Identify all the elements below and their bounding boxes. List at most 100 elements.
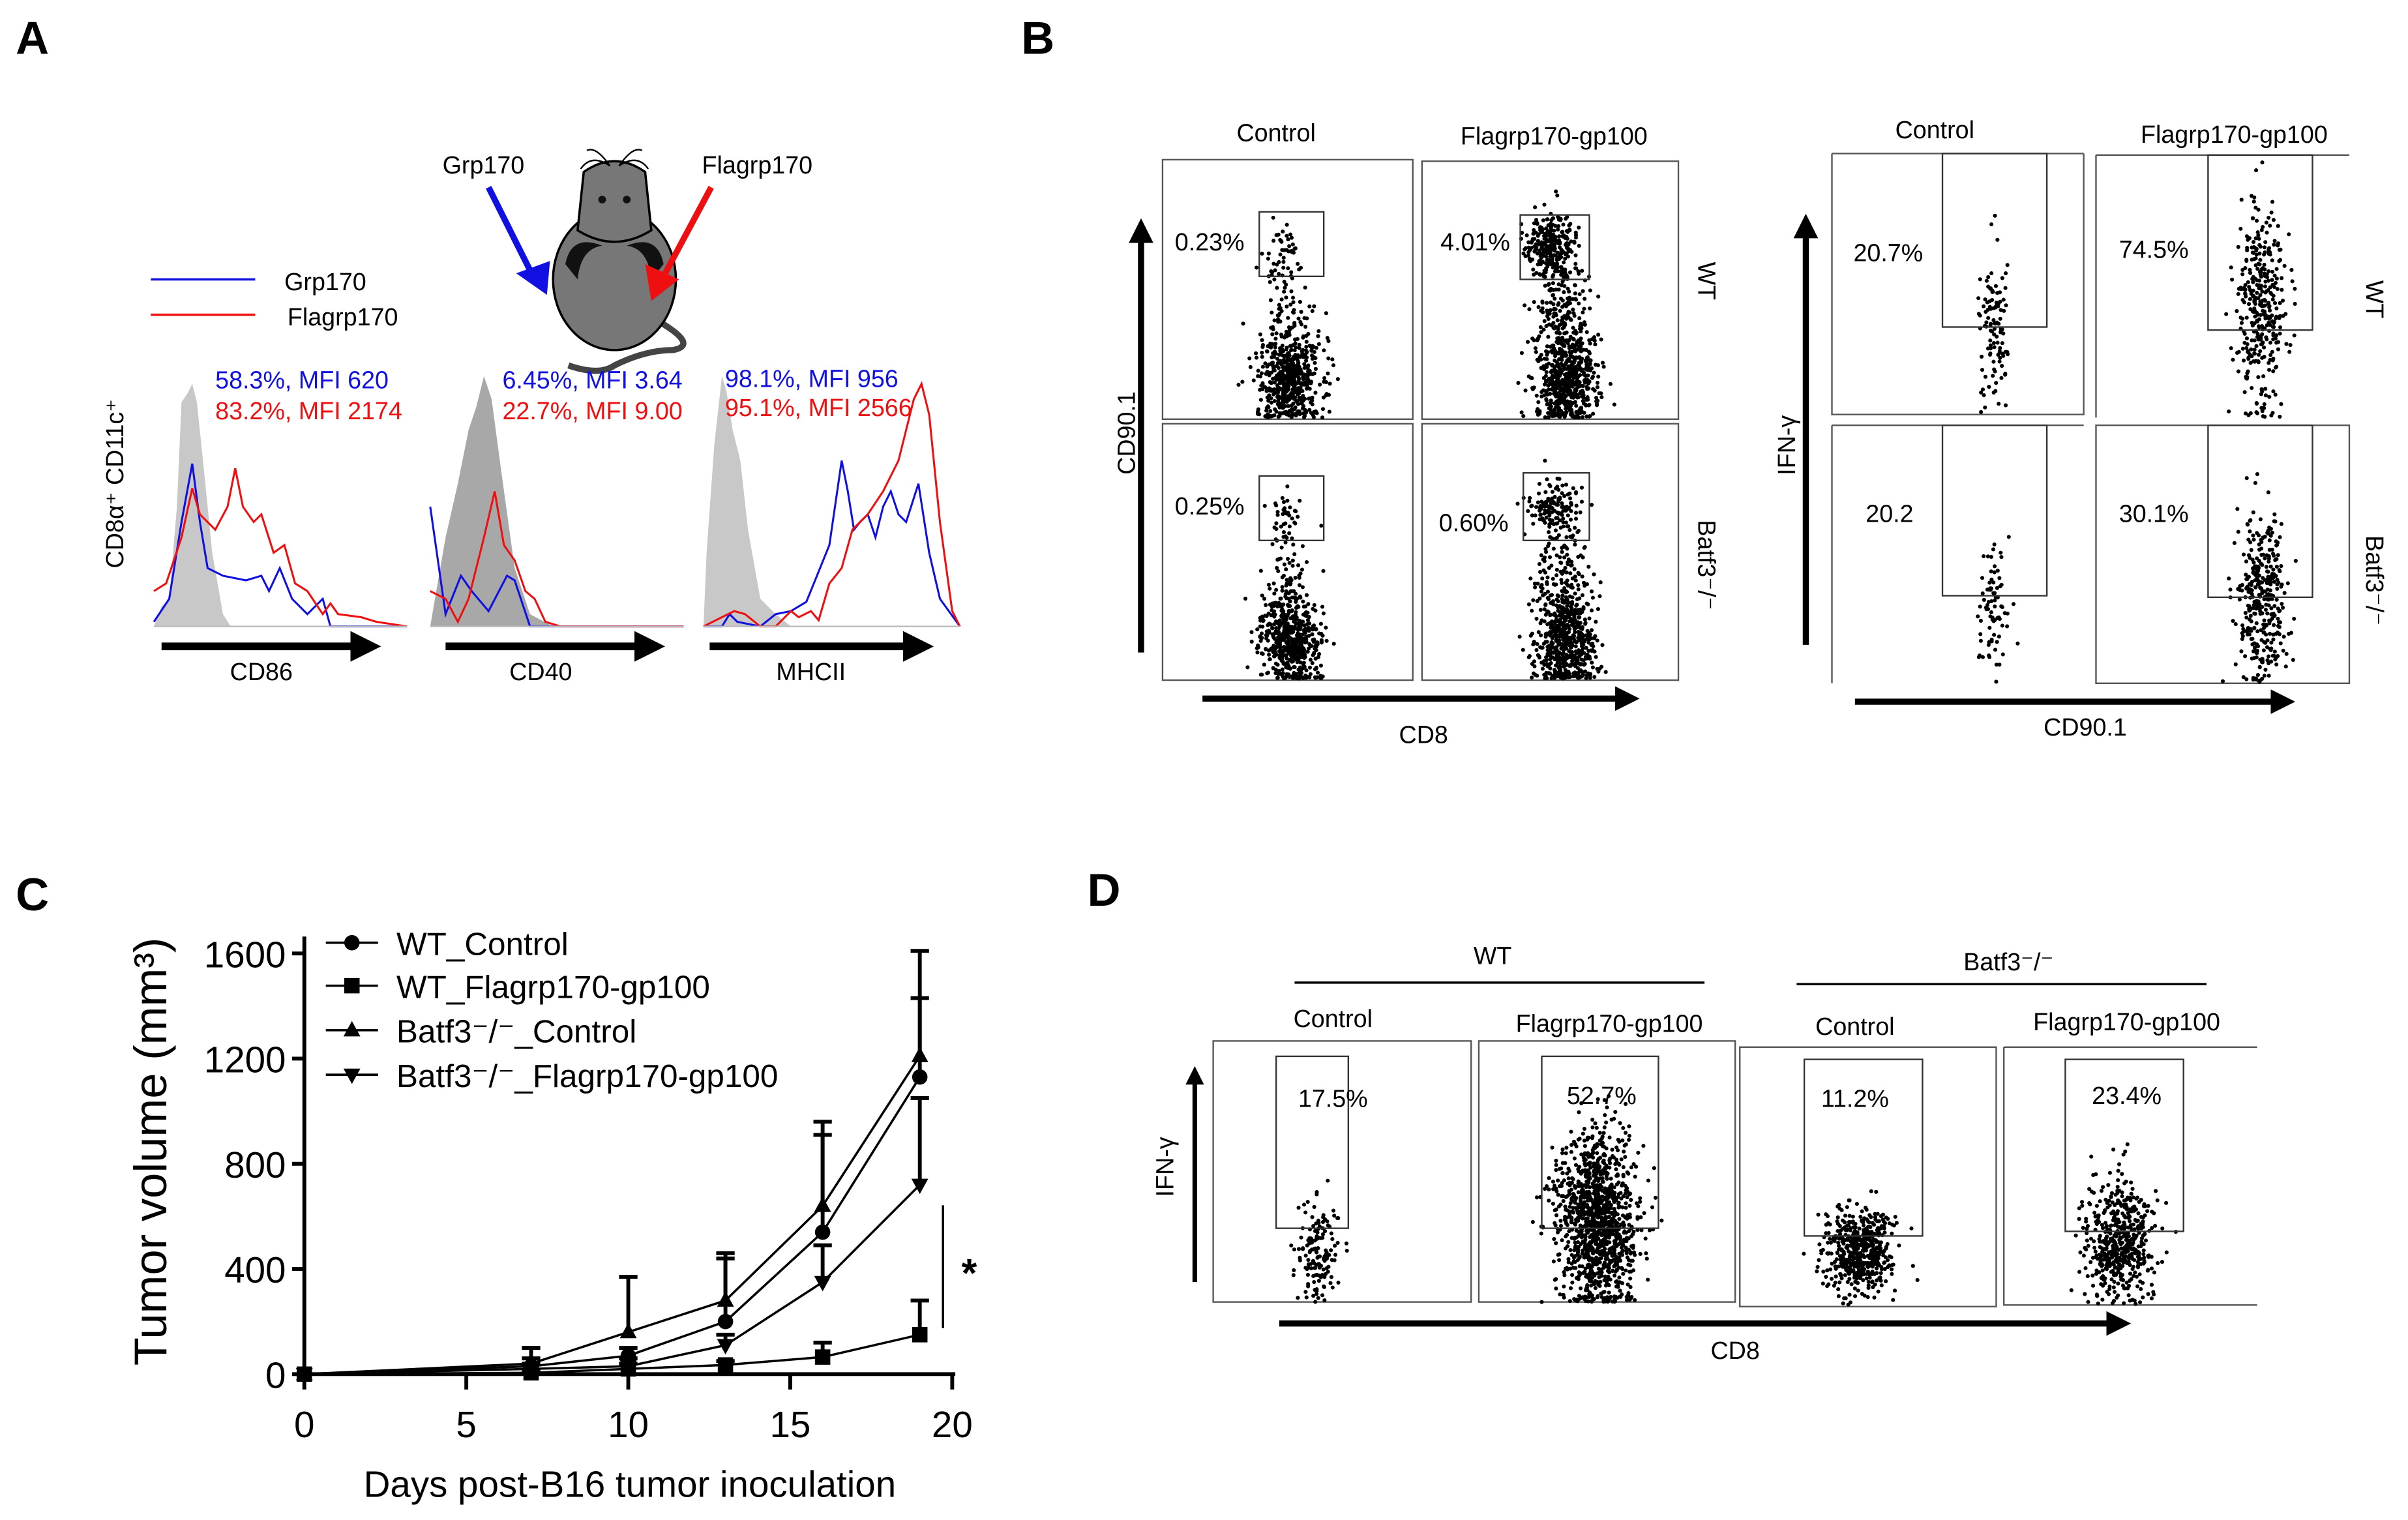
- event-dot: [1566, 230, 1570, 234]
- event-dot: [1292, 396, 1296, 401]
- event-dot: [1560, 580, 1564, 586]
- event-dot: [2270, 551, 2276, 556]
- event-dot: [1555, 484, 1560, 489]
- event-dot: [2227, 576, 2231, 581]
- event-dot: [1545, 632, 1549, 636]
- event-dot: [1290, 563, 1295, 568]
- event-dot: [2269, 659, 2274, 664]
- event-dot: [1612, 1116, 1616, 1121]
- data-point-triangle-up: [343, 1021, 361, 1037]
- event-dot: [1304, 668, 1309, 673]
- event-dot: [1577, 596, 1582, 601]
- event-dot: [1566, 623, 1571, 629]
- event-dot: [2220, 679, 2225, 683]
- event-dot: [1553, 307, 1558, 312]
- event-dot: [1553, 372, 1558, 377]
- event-dot: [1312, 304, 1316, 308]
- event-dot: [2005, 263, 2010, 267]
- event-dot: [1547, 483, 1552, 487]
- event-dot: [1995, 335, 1999, 339]
- event-dot: [2250, 320, 2254, 325]
- event-dot: [1558, 605, 1563, 610]
- event-dot: [2269, 640, 2274, 645]
- event-dot: [1312, 1261, 1316, 1266]
- series-line: [304, 1055, 921, 1376]
- event-dot: [1564, 580, 1568, 585]
- event-dot: [2284, 651, 2289, 656]
- event-dot: [1307, 387, 1312, 391]
- event-dot: [1580, 574, 1584, 579]
- event-dot: [1284, 567, 1288, 572]
- event-dot: [2278, 569, 2282, 574]
- event-dot: [1573, 511, 1579, 515]
- event-dot: [1560, 335, 1565, 340]
- event-dot: [1318, 676, 1323, 681]
- event-dot: [1600, 1176, 1605, 1180]
- event-dot: [2003, 372, 2008, 376]
- isotype-fill: [703, 376, 792, 627]
- data-point-circle: [814, 1224, 831, 1240]
- event-dot: [1285, 656, 1289, 661]
- event-dot: [1595, 666, 1599, 671]
- event-dot: [1559, 283, 1564, 288]
- event-dot: [1551, 500, 1556, 505]
- event-dot: [1573, 644, 1578, 649]
- group-label-wt: WT: [1474, 942, 1512, 970]
- event-dot: [1581, 289, 1585, 293]
- x-tick-label: 0: [294, 1404, 314, 1445]
- event-dot: [1549, 253, 1554, 258]
- event-dot: [2268, 564, 2273, 569]
- event-dot: [1986, 642, 1991, 647]
- event-dot: [1560, 571, 1564, 576]
- event-dot: [1305, 1243, 1309, 1248]
- event-dot: [1575, 413, 1580, 418]
- x-tick-label: 15: [770, 1404, 811, 1445]
- event-dot: [1537, 561, 1542, 567]
- event-dot: [1586, 565, 1591, 569]
- event-dot: [1311, 640, 1316, 644]
- event-dot: [1290, 589, 1294, 593]
- event-dot: [1568, 350, 1572, 354]
- event-dot: [2231, 357, 2235, 362]
- event-dot: [1552, 228, 1556, 233]
- event-dot: [1590, 665, 1595, 670]
- event-dot: [1576, 554, 1581, 559]
- event-dot: [1526, 250, 1531, 254]
- event-dot: [1558, 1219, 1563, 1223]
- event-dot: [1327, 410, 1331, 414]
- event-dot: [1594, 1125, 1599, 1130]
- event-dot: [2268, 533, 2273, 538]
- event-dot: [2274, 340, 2279, 345]
- event-dot: [1997, 402, 2001, 406]
- event-dot: [1283, 393, 1287, 398]
- event-dot: [1273, 407, 1277, 411]
- event-dot: [1298, 381, 1303, 386]
- event-dot: [1306, 1282, 1311, 1287]
- event-dot: [1571, 355, 1575, 359]
- event-dot: [2273, 558, 2278, 562]
- event-dot: [1551, 281, 1555, 286]
- event-dot: [2272, 580, 2277, 584]
- event-dot: [1992, 633, 1997, 637]
- event-dot: [2261, 224, 2265, 230]
- event-dot: [1587, 402, 1592, 407]
- event-dot: [1281, 368, 1285, 373]
- event-dot: [2247, 285, 2252, 290]
- event-dot: [1591, 387, 1596, 391]
- event-dot: [1277, 346, 1283, 351]
- event-dot: [1241, 321, 1245, 326]
- event-dot: [2240, 272, 2245, 276]
- mouse-head-icon: [576, 160, 653, 243]
- event-dot: [1549, 398, 1553, 403]
- event-dot: [2005, 611, 2010, 616]
- event-dot: [1998, 355, 2002, 360]
- event-dot: [1564, 595, 1568, 599]
- event-dot: [1547, 506, 1552, 511]
- event-dot: [1562, 1284, 1566, 1289]
- event-dot: [1526, 602, 1532, 606]
- event-dot: [1270, 355, 1274, 359]
- event-dot: [2263, 387, 2268, 391]
- event-dot: [1324, 311, 1328, 316]
- event-dot: [1258, 332, 1262, 336]
- event-dot: [2243, 411, 2248, 416]
